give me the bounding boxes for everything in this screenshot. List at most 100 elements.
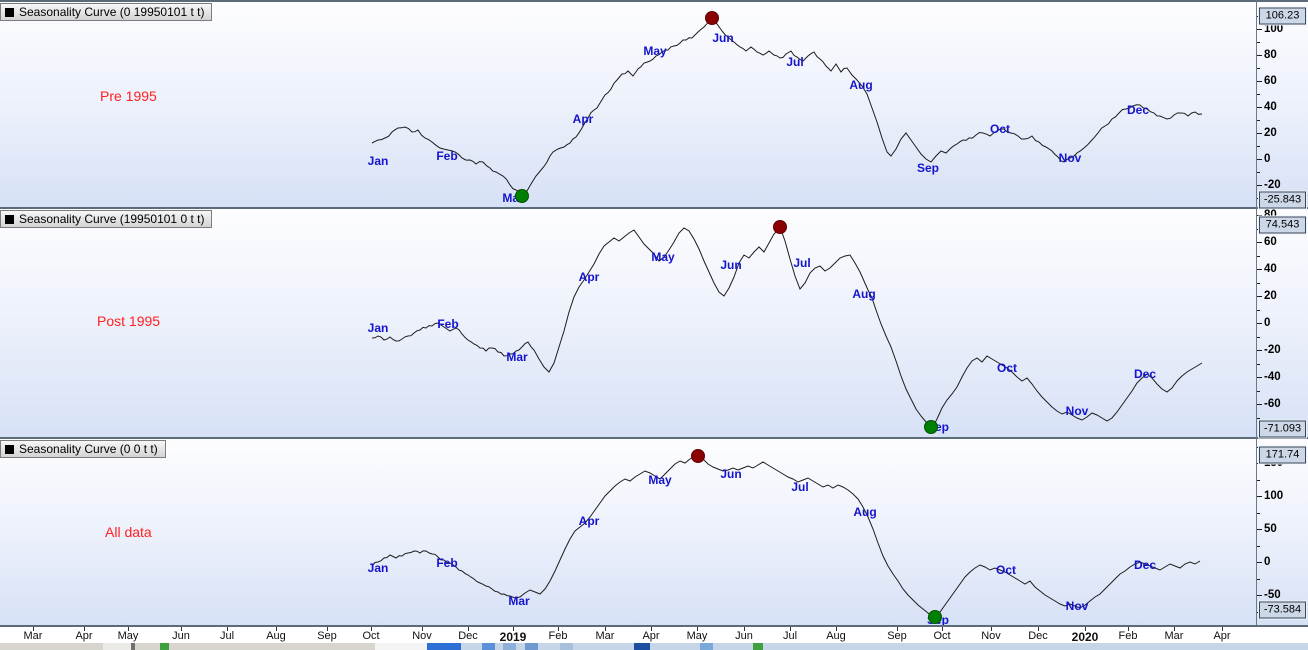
taskbar-segment[interactable] — [525, 643, 538, 650]
chart-panel-all-data[interactable] — [0, 439, 1256, 625]
scale-minor-tick — [1257, 255, 1260, 257]
taskbar-segment[interactable] — [503, 643, 516, 650]
taskbar-segment[interactable] — [700, 643, 713, 650]
max-marker-dot — [773, 220, 787, 234]
scale-minor-tick — [1257, 228, 1260, 230]
price-scale-pre-1995[interactable] — [1257, 2, 1308, 207]
panel-divider[interactable] — [0, 207, 1308, 209]
time-axis-tick — [276, 627, 277, 631]
study-color-swatch-icon — [5, 7, 14, 17]
taskbar-segment[interactable] — [103, 643, 131, 650]
time-axis-label: Sep — [317, 630, 337, 642]
scale-tick-label: 20 — [1264, 290, 1277, 302]
chart-panel-post-1995[interactable] — [0, 209, 1256, 437]
study-label-pre-1995[interactable]: Seasonality Curve (0 19950101 t t) — [0, 3, 213, 21]
time-axis-tick — [991, 627, 992, 631]
scale-max-value-box: 74.543 — [1259, 216, 1306, 234]
taskbar-segment[interactable] — [461, 643, 1308, 650]
time-axis-label: Mar — [595, 630, 615, 642]
scale-tick-label: 0 — [1264, 317, 1271, 329]
price-scale-all-data[interactable] — [1257, 439, 1308, 625]
taskbar-segment[interactable] — [482, 643, 495, 650]
time-axis-tick — [897, 627, 898, 631]
scale-major-tick — [1257, 29, 1262, 30]
time-axis-label: Oct — [362, 630, 380, 642]
time-axis-tick — [33, 627, 34, 631]
scale-minor-tick — [1257, 611, 1260, 613]
scale-tick-label: 40 — [1264, 263, 1277, 275]
study-color-swatch-icon — [5, 214, 14, 224]
month-label: Jun — [720, 258, 742, 272]
scale-major-tick — [1257, 215, 1262, 216]
taskbar-segment[interactable] — [753, 643, 763, 650]
month-label: Jan — [367, 154, 389, 168]
scale-minor-tick — [1257, 446, 1260, 448]
time-axis-label: Apr — [75, 630, 93, 642]
time-axis-label: Nov — [981, 630, 1001, 642]
month-label: Nov — [1058, 151, 1082, 165]
panel-divider[interactable] — [0, 437, 1308, 439]
time-axis-label: May — [117, 630, 139, 642]
scale-minor-tick — [1257, 120, 1260, 121]
month-label: May — [651, 250, 675, 264]
month-label: Jan — [367, 321, 389, 335]
min-marker-dot — [515, 189, 529, 203]
time-axis-label: Jul — [782, 630, 798, 642]
time-axis-label: Apr — [642, 630, 660, 642]
scale-major-tick — [1257, 404, 1262, 405]
time-axis-label: Mar — [23, 630, 43, 642]
time-axis-label: 2019 — [499, 630, 527, 644]
time-axis-label: Feb — [1118, 630, 1138, 642]
time-axis-tick — [371, 627, 372, 631]
taskbar-segment[interactable] — [131, 643, 135, 650]
time-axis-label: Jun — [735, 630, 753, 642]
scale-tick-label: -60 — [1264, 398, 1281, 410]
time-axis-label: Dec — [1028, 630, 1048, 642]
month-label: Sep — [916, 161, 940, 175]
scale-major-tick — [1257, 185, 1262, 186]
time-axis-tick — [744, 627, 745, 631]
scale-major-tick — [1257, 595, 1262, 596]
scale-tick-label: 50 — [1264, 523, 1277, 535]
min-marker-dot — [924, 420, 938, 434]
scale-minor-tick — [1257, 94, 1260, 95]
month-label: Dec — [1133, 367, 1157, 381]
month-label: Jul — [791, 480, 809, 494]
scale-minor-tick — [1257, 545, 1260, 547]
month-label: Apr — [578, 514, 600, 528]
month-label: Apr — [572, 112, 594, 126]
time-axis-label: Jun — [172, 630, 190, 642]
time-axis-label: Nov — [412, 630, 432, 642]
taskbar-segment[interactable] — [634, 643, 650, 650]
study-label-all-data[interactable]: Seasonality Curve (0 0 t t) — [0, 440, 166, 458]
taskbar-segment[interactable] — [169, 643, 375, 650]
taskbar-segment[interactable] — [560, 643, 573, 650]
scale-minor-tick — [1257, 16, 1260, 17]
study-label-post-1995[interactable]: Seasonality Curve (19950101 0 t t) — [0, 210, 213, 228]
chart-panel-pre-1995[interactable] — [0, 2, 1256, 207]
taskbar-strip[interactable] — [0, 643, 1308, 650]
time-axis-label: Mar — [1164, 630, 1184, 642]
time-axis-tick — [605, 627, 606, 631]
taskbar-segment[interactable] — [160, 643, 169, 650]
taskbar-segment[interactable] — [135, 643, 160, 650]
period-annotation-post-1995: Post 1995 — [97, 313, 161, 329]
taskbar-segment[interactable] — [0, 643, 103, 650]
scale-minor-tick — [1257, 146, 1260, 147]
taskbar-segment[interactable] — [375, 643, 427, 650]
month-label: Apr — [578, 270, 600, 284]
max-marker-dot — [691, 449, 705, 463]
taskbar-segment[interactable] — [427, 643, 461, 650]
scale-min-value-box: -71.093 — [1259, 420, 1306, 438]
month-label: Feb — [436, 149, 458, 163]
time-axis-label: 2020 — [1071, 630, 1099, 644]
scale-minor-tick — [1257, 309, 1260, 311]
time-axis-tick — [942, 627, 943, 631]
scale-tick-label: 40 — [1264, 101, 1277, 113]
price-scale-post-1995[interactable] — [1257, 209, 1308, 437]
month-label: Dec — [1126, 103, 1150, 117]
scale-tick-label: 60 — [1264, 75, 1277, 87]
scale-tick-label: 20 — [1264, 127, 1277, 139]
month-label: May — [648, 473, 672, 487]
time-axis-tick — [1222, 627, 1223, 631]
